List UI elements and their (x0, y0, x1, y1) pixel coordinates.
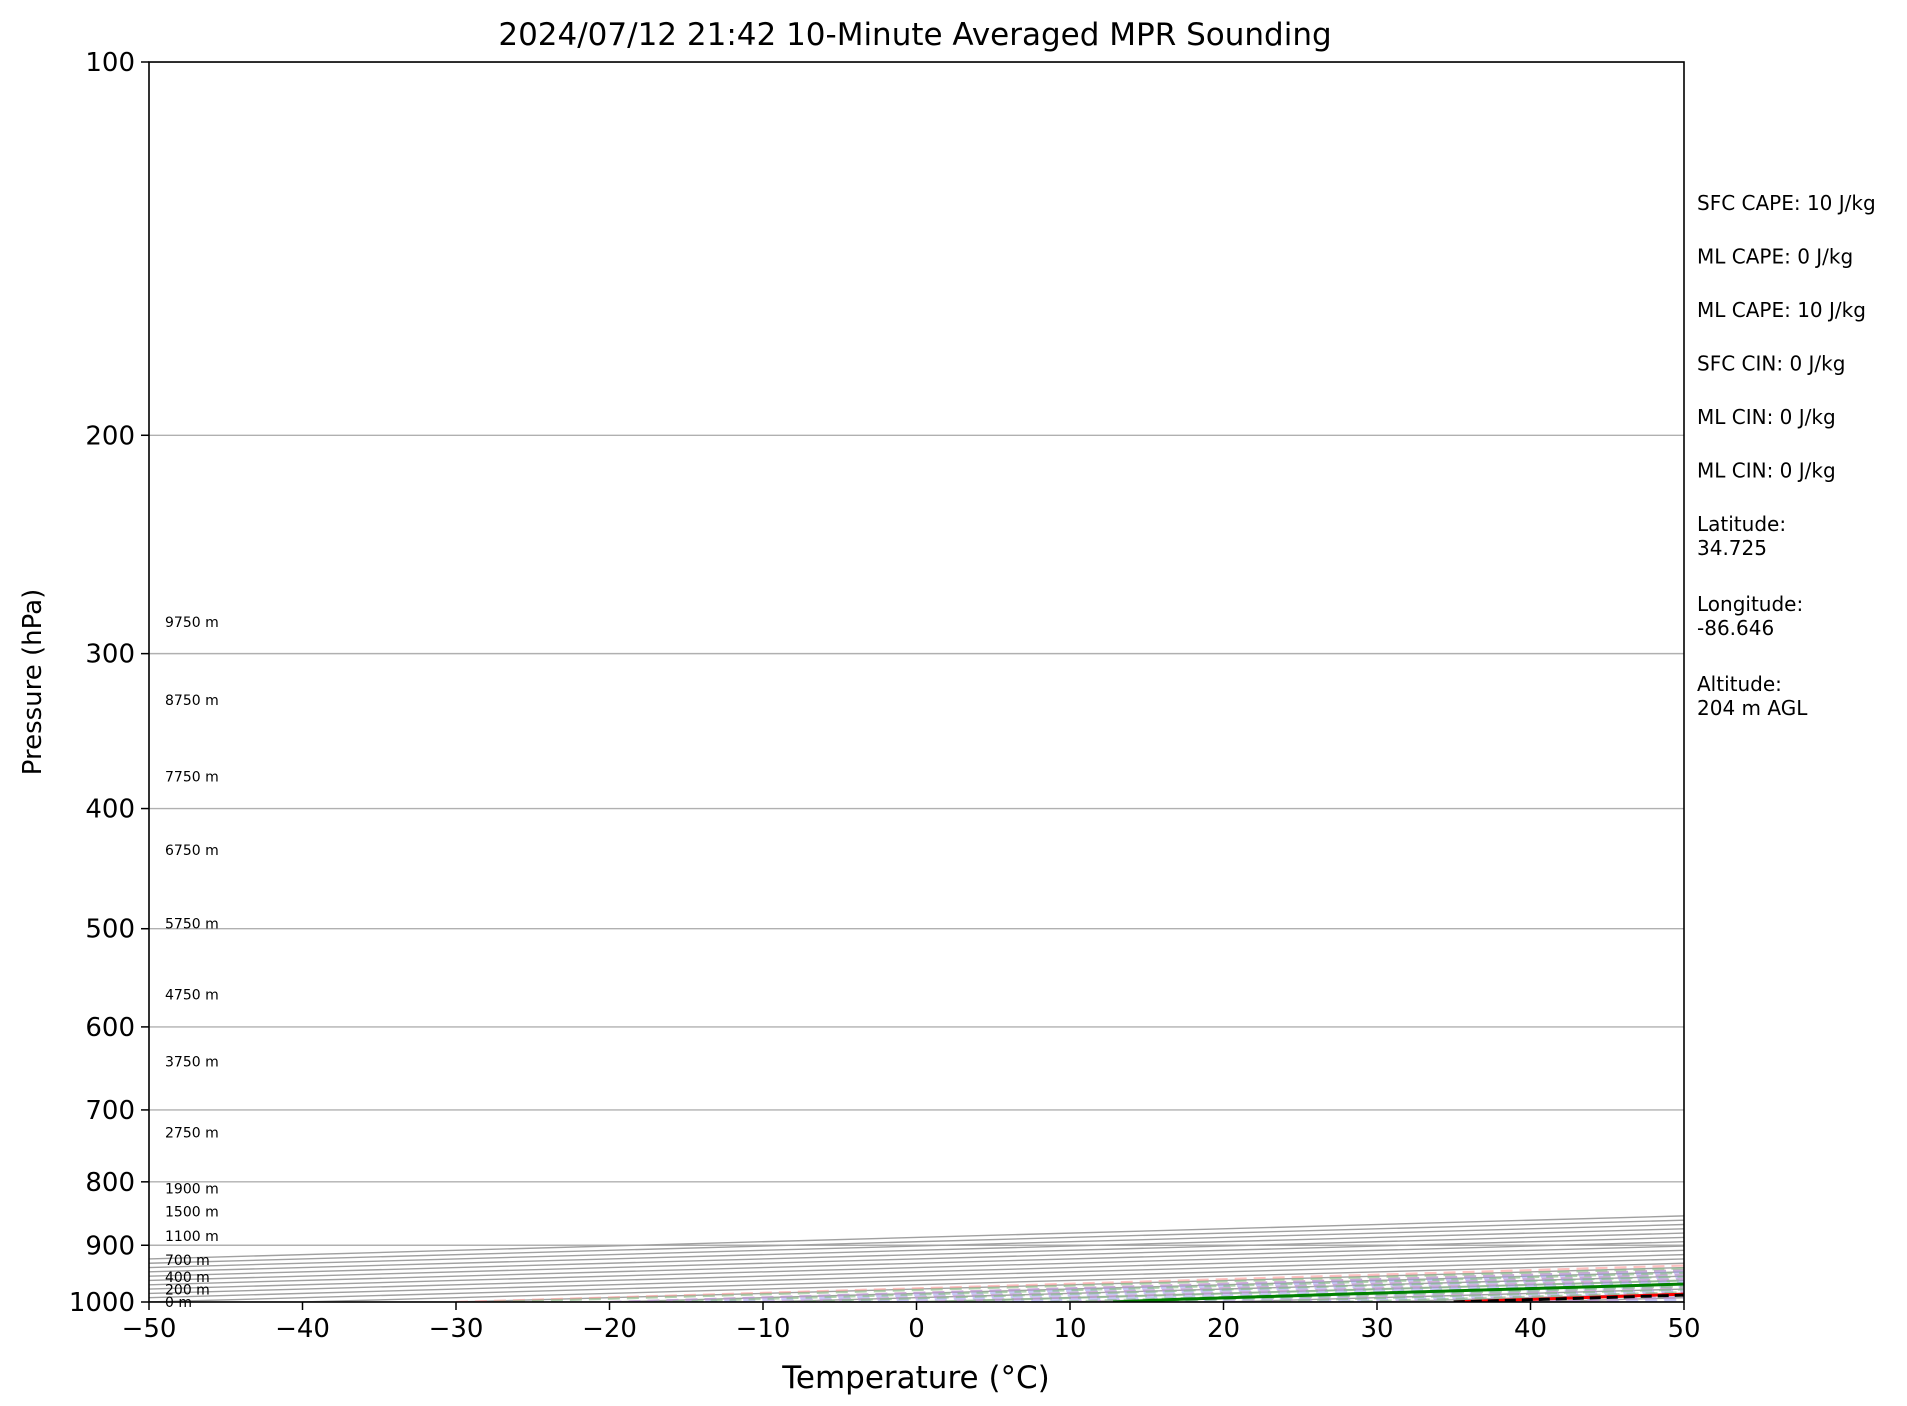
isotherm-line (149, 1228, 1684, 1273)
moist-adiabat-line (609, 1269, 1684, 1302)
info-label: Latitude: (1697, 512, 1786, 536)
info-label: ML CIN: 0 J/kg (1697, 459, 1836, 483)
height-label: 1500 m (165, 1204, 219, 1220)
y-tick-label: 600 (85, 1013, 135, 1043)
height-label: 1100 m (165, 1229, 219, 1245)
x-tick-label: 0 (908, 1314, 925, 1344)
x-tick-label: 30 (1360, 1314, 1393, 1344)
x-tick-label: −40 (275, 1314, 330, 1344)
height-label: 3750 m (165, 1055, 219, 1071)
isotherm-line (149, 1241, 1684, 1286)
mixing-ratio-line (1129, 1285, 1684, 1302)
x-tick-label: 20 (1207, 1314, 1240, 1344)
info-value: 204 m AGL (1697, 696, 1808, 720)
height-label: 6750 m (165, 843, 219, 859)
isotherm-line (302, 1262, 1684, 1302)
x-tick-label: −30 (429, 1314, 484, 1344)
info-value: 34.725 (1697, 536, 1767, 560)
height-label: 0 m (165, 1295, 192, 1311)
isotherm-line (149, 1245, 1684, 1290)
mixing-ratio-line (1241, 1288, 1684, 1302)
height-label: 7750 m (165, 770, 219, 786)
info-label: Longitude: (1697, 592, 1803, 616)
height-label: 4750 m (165, 988, 219, 1004)
x-tick-label: 10 (1053, 1314, 1086, 1344)
y-axis-label: Pressure (hPa) (18, 589, 48, 776)
height-label: 700 m (165, 1253, 210, 1269)
x-tick-label: −50 (122, 1314, 177, 1344)
series-line-1 (1453, 1293, 1684, 1302)
y-tick-label: 900 (85, 1231, 135, 1261)
x-tick-label: −20 (582, 1314, 637, 1344)
isotherm-line (149, 1236, 1684, 1282)
isotherm-line (149, 1253, 1684, 1299)
mixing-ratio-line (784, 1275, 1684, 1302)
y-axis: 1000 900 800 700 600 500 400 300 200 100 (69, 48, 149, 1318)
height-label: 400 m (165, 1270, 210, 1286)
x-tick-label: 50 (1667, 1314, 1700, 1344)
series-line-0 (1453, 1292, 1684, 1302)
y-tick-label: 200 (85, 421, 135, 451)
series-line-2 (1112, 1282, 1684, 1302)
y-tick-label: 1000 (69, 1288, 135, 1318)
info-label: Altitude: (1697, 672, 1782, 696)
y-tick-label: 500 (85, 915, 135, 945)
height-label: 5750 m (165, 916, 219, 932)
info-label: SFC CAPE: 10 J/kg (1697, 191, 1876, 215)
info-label: SFC CIN: 0 J/kg (1697, 352, 1845, 376)
x-axis-label: Temperature (°C) (781, 1360, 1050, 1396)
info-label: ML CAPE: 10 J/kg (1697, 298, 1866, 322)
chart-title: 2024/07/12 21:42 10-Minute Averaged MPR … (498, 17, 1331, 53)
isotherm-line (149, 1219, 1684, 1264)
isotherm-line (149, 1258, 1684, 1302)
y-tick-label: 400 (85, 795, 135, 825)
y-tick-label: 800 (85, 1168, 135, 1198)
plot-frame (148, 61, 1685, 1303)
moist-adiabat-line (686, 1271, 1684, 1302)
mixing-ratio-line (925, 1279, 1684, 1302)
height-label: 9750 m (165, 615, 219, 631)
height-label: 8750 m (165, 693, 219, 709)
isotherm-line (149, 1249, 1684, 1295)
isotherm-line (455, 1266, 1684, 1302)
info-panel: SFC CAPE: 10 J/kg ML CAPE: 0 J/kg ML CAPE:… (1697, 191, 1876, 720)
info-label: ML CAPE: 0 J/kg (1697, 245, 1853, 269)
isotherm-line (149, 1223, 1684, 1269)
y-tick-label: 700 (85, 1096, 135, 1126)
dry-adiabat-line (455, 1264, 1684, 1302)
x-tick-label: 40 (1514, 1314, 1547, 1344)
height-label: 200 m (165, 1282, 210, 1298)
x-tick-label: −10 (736, 1314, 791, 1344)
y-tick-label: 100 (85, 48, 135, 78)
info-value: -86.646 (1697, 616, 1774, 640)
grid-layer (149, 62, 1684, 1302)
height-label: 2750 m (165, 1126, 219, 1142)
x-axis: −50 −40 −30 −20 −10 0 10 20 30 40 50 (122, 1302, 1701, 1344)
info-label: ML CIN: 0 J/kg (1697, 405, 1836, 429)
isotherm-line (149, 1215, 1684, 1260)
y-tick-label: 300 (85, 640, 135, 670)
height-label: 1900 m (165, 1182, 219, 1198)
isotherm-line (149, 1232, 1684, 1277)
